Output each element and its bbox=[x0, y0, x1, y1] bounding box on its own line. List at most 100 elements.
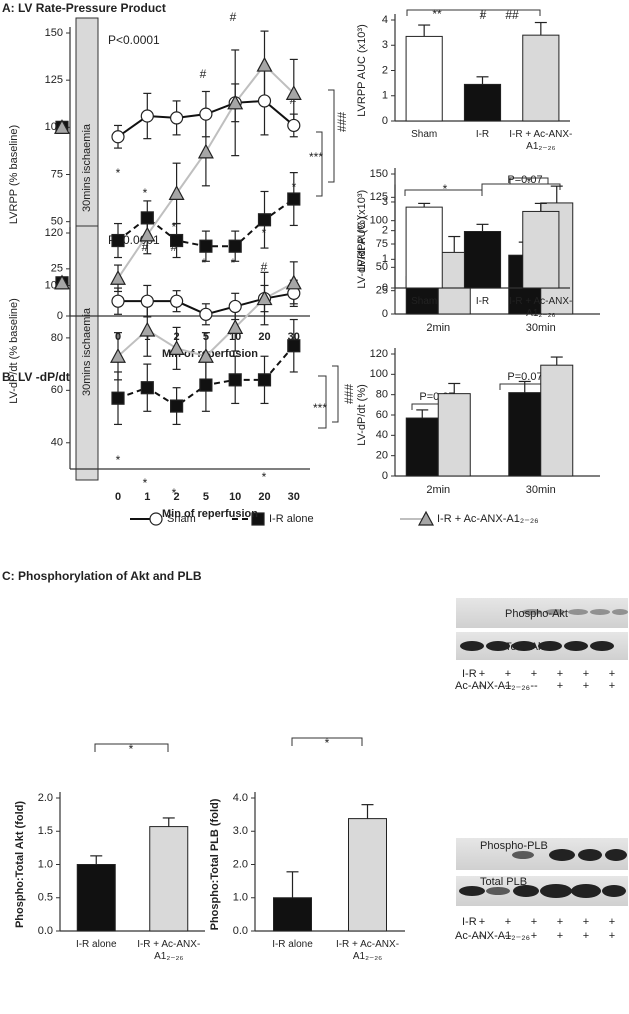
data-point bbox=[199, 239, 213, 253]
blot-label: Total Akt bbox=[505, 641, 547, 653]
data-point bbox=[139, 226, 156, 242]
blot-sign: + bbox=[531, 668, 537, 680]
annotation: 30mins ischaemia bbox=[81, 123, 93, 212]
data-point bbox=[228, 239, 242, 253]
y-tick-label: 0 bbox=[382, 115, 388, 127]
y-tick-label: 120 bbox=[370, 348, 388, 360]
x-tick-label: I-R + Ac-ANX-A1₂₋₂₆ bbox=[509, 296, 573, 319]
annotation: # bbox=[171, 240, 178, 254]
y-tick-label: 25 bbox=[376, 285, 388, 297]
data-point bbox=[287, 192, 301, 206]
bracket bbox=[291, 737, 363, 746]
blot-sign: + bbox=[609, 680, 615, 692]
x-tick-label: I-R + Ac-ANX-A1₂₋₂₆ bbox=[509, 129, 573, 152]
y-tick-label: 50 bbox=[51, 216, 63, 228]
data-point bbox=[285, 274, 302, 290]
annotation: ### bbox=[335, 112, 349, 132]
blot-sign: + bbox=[557, 680, 563, 692]
blot-label: Phospho-PLB bbox=[480, 840, 548, 852]
y-tick-label: 125 bbox=[370, 191, 388, 203]
x-tick-label: 2 bbox=[174, 491, 180, 503]
data-point bbox=[111, 294, 125, 308]
bar bbox=[522, 34, 560, 122]
x-tick-label: 1 bbox=[144, 491, 150, 503]
y-axis-label: LV-dP/dt (% baseline) bbox=[8, 298, 20, 404]
data-point bbox=[197, 143, 214, 159]
annotation: # bbox=[230, 10, 237, 24]
annotation: * bbox=[443, 182, 448, 196]
x-tick-label: 10 bbox=[229, 491, 241, 503]
data-point bbox=[257, 213, 272, 227]
y-axis-label: LV-dP/dt AUC (x10³) bbox=[356, 190, 368, 289]
x-tick-label: I-R + Ac-ANX-A1₂₋₂₆ bbox=[137, 939, 201, 962]
panel-title: A: LV Rate-Pressure Product bbox=[2, 1, 166, 15]
y-tick-label: 0 bbox=[57, 310, 63, 322]
y-tick-label: 4.0 bbox=[233, 792, 248, 804]
x-tick-label: I-R alone bbox=[75, 939, 117, 950]
annotation: ## bbox=[505, 8, 519, 22]
data-point bbox=[287, 118, 301, 133]
bracket bbox=[404, 189, 483, 196]
data-point bbox=[109, 347, 127, 363]
y-tick-label: 2 bbox=[382, 64, 388, 76]
blot-label: I-R bbox=[462, 916, 477, 928]
legend-marker bbox=[251, 512, 265, 526]
x-tick-label: I-R bbox=[475, 296, 490, 307]
blot-sign: -- bbox=[478, 930, 486, 942]
y-tick-label: 0.0 bbox=[233, 925, 248, 937]
data-point bbox=[168, 185, 185, 200]
y-tick-label: 50 bbox=[376, 261, 388, 273]
annotation: * bbox=[527, 175, 532, 189]
annotation: # bbox=[142, 240, 149, 254]
y-tick-label: 0 bbox=[382, 470, 388, 482]
y-axis-label: Phospho:Total Akt (fold) bbox=[14, 801, 26, 928]
y-tick-label: 150 bbox=[45, 27, 63, 39]
data-point bbox=[140, 294, 154, 308]
data-point bbox=[285, 85, 302, 100]
y-tick-label: 3.0 bbox=[233, 825, 248, 837]
blot-sign: + bbox=[583, 930, 589, 942]
bar bbox=[522, 210, 560, 289]
y-tick-label: 100 bbox=[370, 368, 388, 380]
y-tick-label: 80 bbox=[376, 389, 388, 401]
y-tick-label: 2 bbox=[382, 225, 388, 237]
bar bbox=[405, 206, 443, 289]
blot-sign: + bbox=[609, 930, 615, 942]
annotation: # bbox=[290, 93, 297, 107]
y-tick-label: 0 bbox=[382, 282, 388, 294]
annotation: * bbox=[116, 166, 121, 180]
y-tick-label: 75 bbox=[376, 238, 388, 250]
annotation: 30mins ischaemia bbox=[81, 307, 93, 396]
baseline-point bbox=[53, 274, 71, 290]
annotation: # bbox=[200, 67, 207, 81]
bracket bbox=[406, 9, 541, 16]
y-axis-label: LVRPP (% baseline) bbox=[8, 125, 20, 224]
data-point bbox=[257, 94, 272, 108]
annotation: * bbox=[172, 486, 177, 500]
x-tick-label: 0 bbox=[115, 491, 121, 503]
panel-title: C: Phosphorylation of Akt and PLB bbox=[2, 569, 202, 583]
y-tick-label: 60 bbox=[51, 384, 63, 396]
legend-marker bbox=[149, 512, 163, 526]
y-axis-label: LVRPP AUC (x10³) bbox=[356, 24, 368, 117]
blot-sign: + bbox=[531, 916, 537, 928]
bar bbox=[149, 826, 189, 932]
blot-sign: -- bbox=[478, 680, 486, 692]
data-point bbox=[227, 319, 244, 334]
annotation: P=0.07 bbox=[507, 174, 542, 186]
bar bbox=[463, 231, 502, 289]
bar bbox=[76, 864, 116, 932]
bar bbox=[463, 83, 502, 122]
panel-title: B: LV -dP/dt bbox=[2, 370, 70, 384]
y-tick-label: 0.0 bbox=[38, 925, 53, 937]
data-point bbox=[228, 373, 242, 387]
blot-sign: + bbox=[505, 916, 511, 928]
data-point bbox=[111, 233, 125, 248]
x-tick-label: I-R bbox=[475, 129, 490, 140]
bar bbox=[405, 417, 439, 477]
x-tick-label: 5 bbox=[203, 491, 209, 503]
annotation: * bbox=[231, 256, 236, 270]
blot-label: Ac-ANX-A1₂₋₂₆ bbox=[455, 680, 530, 692]
